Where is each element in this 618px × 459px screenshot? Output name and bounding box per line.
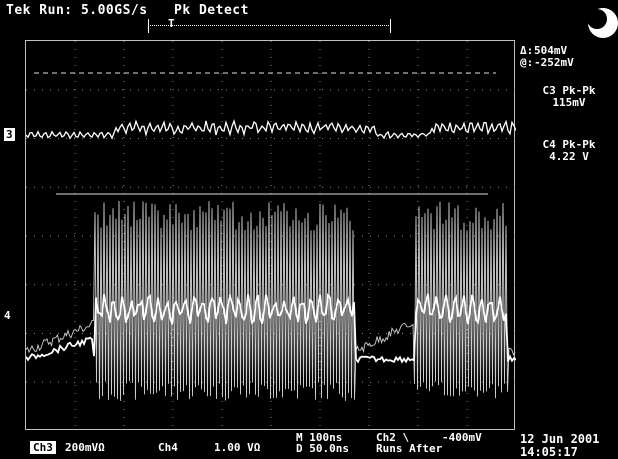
time-readout: 14:05:17 xyxy=(520,445,578,459)
trigger-marker: T xyxy=(168,17,175,30)
cursor-position-readout: @: -252mV xyxy=(520,56,574,69)
tek-crescent-logo-icon xyxy=(587,8,618,38)
ch4-trace xyxy=(26,200,516,401)
measurement-panel: Δ: 504mV @: -252mV C3 Pk-Pk 115mV C4 Pk-… xyxy=(520,45,618,163)
timebase-readout: M 100ns xyxy=(296,431,343,444)
delay-readout: D 50.0ns xyxy=(296,442,349,455)
ch3-scale: 200mVΩ xyxy=(65,441,105,454)
acquisition-status: Tek Run: 5.00GS/s xyxy=(6,3,148,18)
ch3-chip[interactable]: Ch3 xyxy=(30,441,56,454)
ch4-ground-marker[interactable]: 4 xyxy=(4,309,11,322)
scale-readout-bar: Ch3 200mVΩ Ch4 1.00 VΩ M 100ns D 50.0ns … xyxy=(0,431,618,459)
c4-pkpk-title: C4 Pk-Pk xyxy=(542,138,596,151)
waveform-display xyxy=(26,41,516,431)
oscilloscope-graticule xyxy=(25,40,516,431)
trigger-position-indicator: T xyxy=(148,17,391,33)
cursor-delta-readout: Δ: 504mV xyxy=(520,44,568,57)
ch4-label[interactable]: Ch4 xyxy=(158,441,178,454)
ch3-ground-marker[interactable]: 3 xyxy=(4,128,15,141)
ch4-envelope xyxy=(26,292,516,364)
c3-pkpk-title: C3 Pk-Pk xyxy=(542,84,596,97)
c4-pkpk-value: 4.22 V xyxy=(549,150,589,163)
trigger-source: Ch2 \ xyxy=(376,431,410,444)
ch4-scale: 1.00 VΩ xyxy=(214,441,261,454)
acquisition-mode: Pk Detect xyxy=(174,3,249,18)
trigger-runs-after: Runs After xyxy=(376,442,443,455)
date-readout: 12 Jun 2001 xyxy=(520,432,600,446)
ch3-trace xyxy=(26,119,516,140)
trigger-level: -400mV xyxy=(442,431,482,444)
status-bar: Tek Run: 5.00GS/s Pk Detect xyxy=(0,0,618,22)
c3-pkpk-value: 115mV xyxy=(552,96,586,109)
